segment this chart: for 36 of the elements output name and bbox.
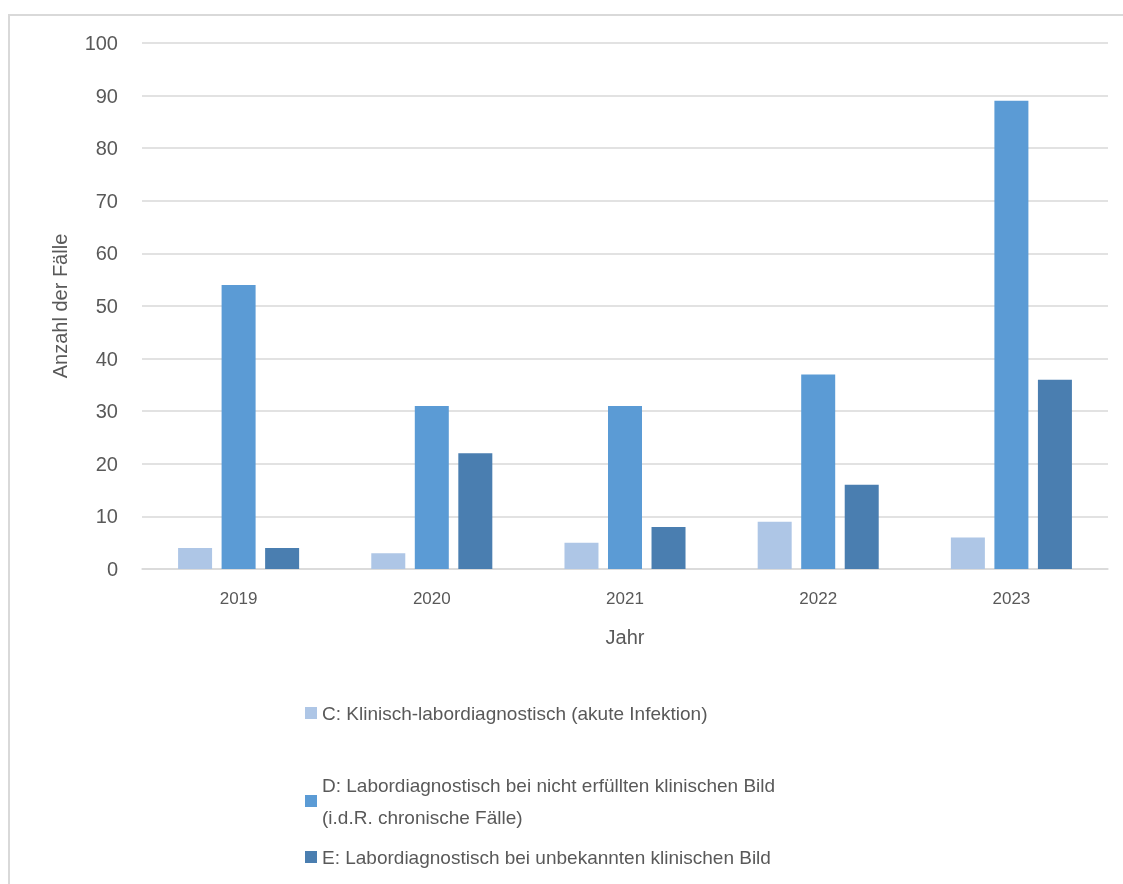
y-tick-label: 60 [95,242,118,265]
y-tick-label: 10 [95,505,118,528]
bar [371,553,406,569]
bar [801,374,836,569]
y-tick-label: 40 [95,347,118,370]
x-tick-label: 2022 [799,589,838,608]
bar [564,542,599,569]
bar [458,453,493,569]
y-tick-label: 90 [95,84,118,107]
bar [844,484,879,569]
bar [265,547,300,569]
bar [651,526,686,569]
bar [221,284,256,569]
y-tick-label: 70 [95,189,118,212]
bar [414,405,449,569]
legend-label: C: Klinisch-labordiagnostisch (akute Infektion) [322,702,708,724]
y-tick-label: 20 [95,452,118,475]
bar [950,537,985,569]
bar [994,100,1029,569]
legend-label: E: Labordiagnostisch bei unbekannten klinischen Bild [322,846,771,868]
y-tick-label: 80 [95,137,118,160]
y-tick-label: 100 [84,32,118,54]
bar [757,521,792,569]
y-tick-label: 0 [106,558,118,580]
x-tick-label: 2021 [606,589,644,608]
x-tick-label: 2019 [219,589,258,608]
bar [608,405,642,569]
x-tick-label: 2020 [412,589,451,608]
y-axis-title: Anzahl der Fälle [49,233,71,379]
y-tick-label: 30 [95,400,118,423]
x-tick-label: 2023 [992,589,1031,608]
bar [1037,379,1072,569]
legend-label: D: Labordiagnostisch bei nicht erfüllten klinischen Bild (i.d.R. chronische Fälle) [322,774,781,828]
bar [178,547,213,569]
y-tick-label: 50 [95,295,118,317]
x-axis-title: Jahr [605,626,645,648]
